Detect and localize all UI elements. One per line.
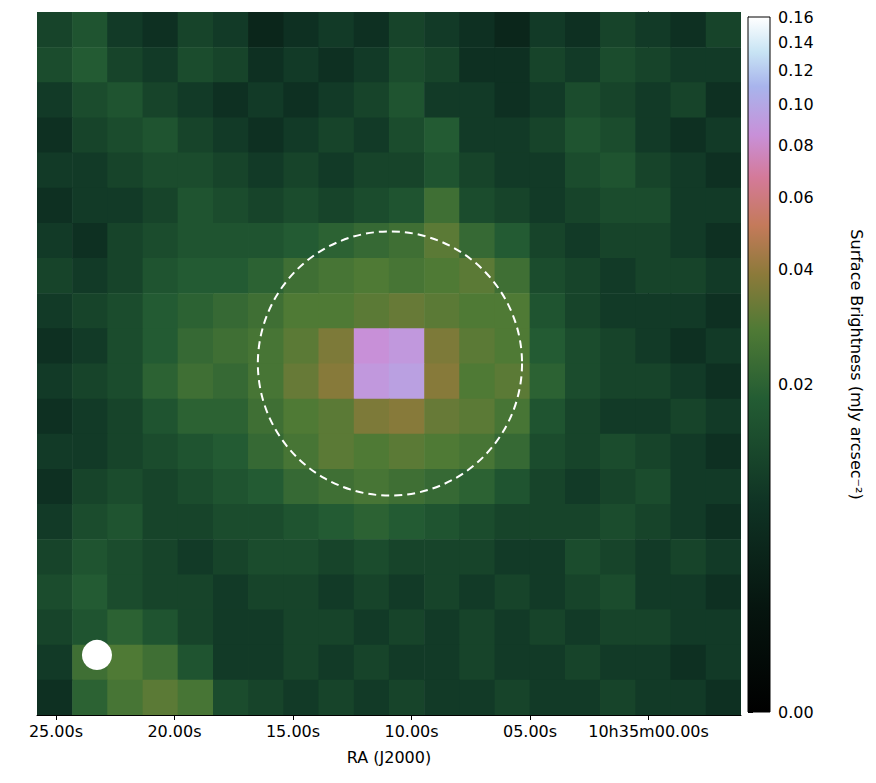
svg-text:0.14: 0.14	[778, 33, 814, 52]
svg-text:25.00s: 25.00s	[29, 722, 83, 741]
svg-text:10h35m00.00s: 10h35m00.00s	[588, 722, 709, 741]
svg-text:0.16: 0.16	[778, 8, 814, 27]
svg-text:10.00s: 10.00s	[384, 722, 438, 741]
svg-text:RA (J2000): RA (J2000)	[347, 748, 431, 767]
svg-text:05.00s: 05.00s	[503, 722, 557, 741]
svg-text:Surface Brightness (mJy arcsec: Surface Brightness (mJy arcsec⁻²)	[847, 229, 866, 499]
svg-text:15.00s: 15.00s	[266, 722, 320, 741]
svg-text:0.04: 0.04	[778, 260, 814, 279]
svg-text:0.10: 0.10	[778, 95, 814, 114]
svg-text:0.06: 0.06	[778, 188, 814, 207]
svg-text:0.00: 0.00	[778, 703, 814, 722]
svg-text:0.02: 0.02	[778, 375, 814, 394]
svg-text:0.12: 0.12	[778, 61, 814, 80]
svg-text:0.08: 0.08	[778, 136, 814, 155]
svg-text:20.00s: 20.00s	[147, 722, 201, 741]
